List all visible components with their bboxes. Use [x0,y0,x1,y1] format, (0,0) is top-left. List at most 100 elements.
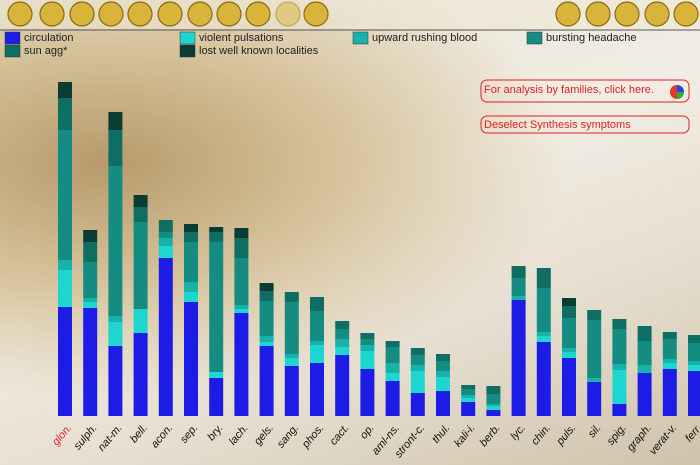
bar-segment [662,359,677,363]
bar-segment [184,242,198,282]
x-tick-label: bell. [128,422,150,445]
tool-button[interactable] [644,1,670,27]
x-tick-label: kali-i. [452,422,478,449]
legend-swatch [526,31,543,45]
tool-button[interactable] [69,1,95,27]
bar-segment [335,355,350,416]
tool-button[interactable] [98,1,124,27]
family-button[interactable]: For analysis by families, click here. [480,79,690,103]
bar-segment [436,391,450,416]
bar-segment [133,309,148,333]
bar-segment [562,358,576,416]
legend-label: lost well known localities [199,45,319,57]
bar-segment [587,378,602,382]
bar-segment [511,296,526,300]
bar-segment [612,404,627,416]
bar-segment [209,242,224,372]
bar-segment [562,318,576,348]
x-tick-label: sep. [178,422,201,446]
legend-swatch [179,44,196,58]
bar-segment [209,232,224,242]
bar-segment [410,348,425,355]
bar-segment [259,336,274,342]
bar-segment [133,207,148,222]
bar-segment [410,371,425,393]
bar-segment [360,351,375,369]
bar-segment [284,358,299,366]
bar-segment [461,389,476,395]
bar-segment [209,372,224,378]
x-tick-label: sil. [586,422,604,440]
legend-swatch [179,31,196,45]
bar-segment [536,342,551,416]
bar-segment [184,282,198,292]
tool-button[interactable] [555,1,581,27]
bar-segment [536,332,551,336]
bar-segment [410,365,425,371]
bar-segment [562,348,576,352]
x-tick-label: berb. [478,422,503,449]
button-frame[interactable] [480,79,690,103]
bar-segment [461,395,476,398]
bar-segment [612,364,627,370]
bar-segment [158,238,173,246]
bar-segment [587,320,602,378]
bar-segment [436,377,450,391]
bar-segment [461,385,476,389]
button-label[interactable]: For analysis by families, click here. [484,84,654,96]
x-tick-label: thul. [430,422,453,446]
x-tick-label: verat-v. [647,422,679,457]
button-frame[interactable] [480,115,690,134]
bar-segment [158,246,173,258]
deselect-button[interactable]: Deselect Synthesis symptoms [480,115,690,134]
bar-segment [436,371,450,377]
tool-button[interactable] [245,1,271,27]
bar-segment [83,262,98,298]
bar-segment [486,410,501,416]
legend-label: sun agg* [24,45,68,57]
bar-segment [83,302,98,308]
tool-button[interactable] [216,1,242,27]
tool-button[interactable] [673,1,699,27]
bar-segment [536,336,551,342]
pie-icon-slice [677,85,684,92]
bar-segment [108,322,123,346]
bar-segment [58,130,72,260]
tool-button[interactable] [7,1,33,27]
tool-button[interactable] [614,1,640,27]
bar-segment [184,292,198,302]
bar-segment [310,345,324,363]
bar-segment [284,302,299,354]
button-label[interactable]: Deselect Synthesis symptoms [484,119,631,131]
bar-segment [259,346,274,416]
bar-segment [436,354,450,361]
tool-button[interactable] [275,1,301,27]
tool-button[interactable] [127,1,153,27]
bar-segment [310,311,324,341]
bar-segment [259,342,274,346]
bar-segment [310,363,324,416]
bar-segment [209,227,224,232]
tool-button[interactable] [585,1,611,27]
bar-segment [83,230,98,242]
bar-segment [234,258,249,305]
bar-segment [511,278,526,296]
tool-button[interactable] [187,1,213,27]
bar-segment [688,343,700,361]
bar-segment [108,166,123,316]
tool-button[interactable] [157,1,183,27]
bar-segment [511,300,526,416]
x-tick-label: lach. [227,422,251,448]
bar-segment [562,306,576,318]
x-tick-label: gels. [252,422,276,448]
bar-segment [436,361,450,371]
tool-button[interactable] [303,1,329,27]
bar-segment [360,339,375,345]
bar-segment [259,301,274,336]
x-tick-label: sang. [275,422,301,450]
bar-segment [662,363,677,369]
bar-segment [486,406,501,410]
bar-segment [662,369,677,416]
tool-button[interactable] [39,1,65,27]
bar-segment [209,378,224,416]
